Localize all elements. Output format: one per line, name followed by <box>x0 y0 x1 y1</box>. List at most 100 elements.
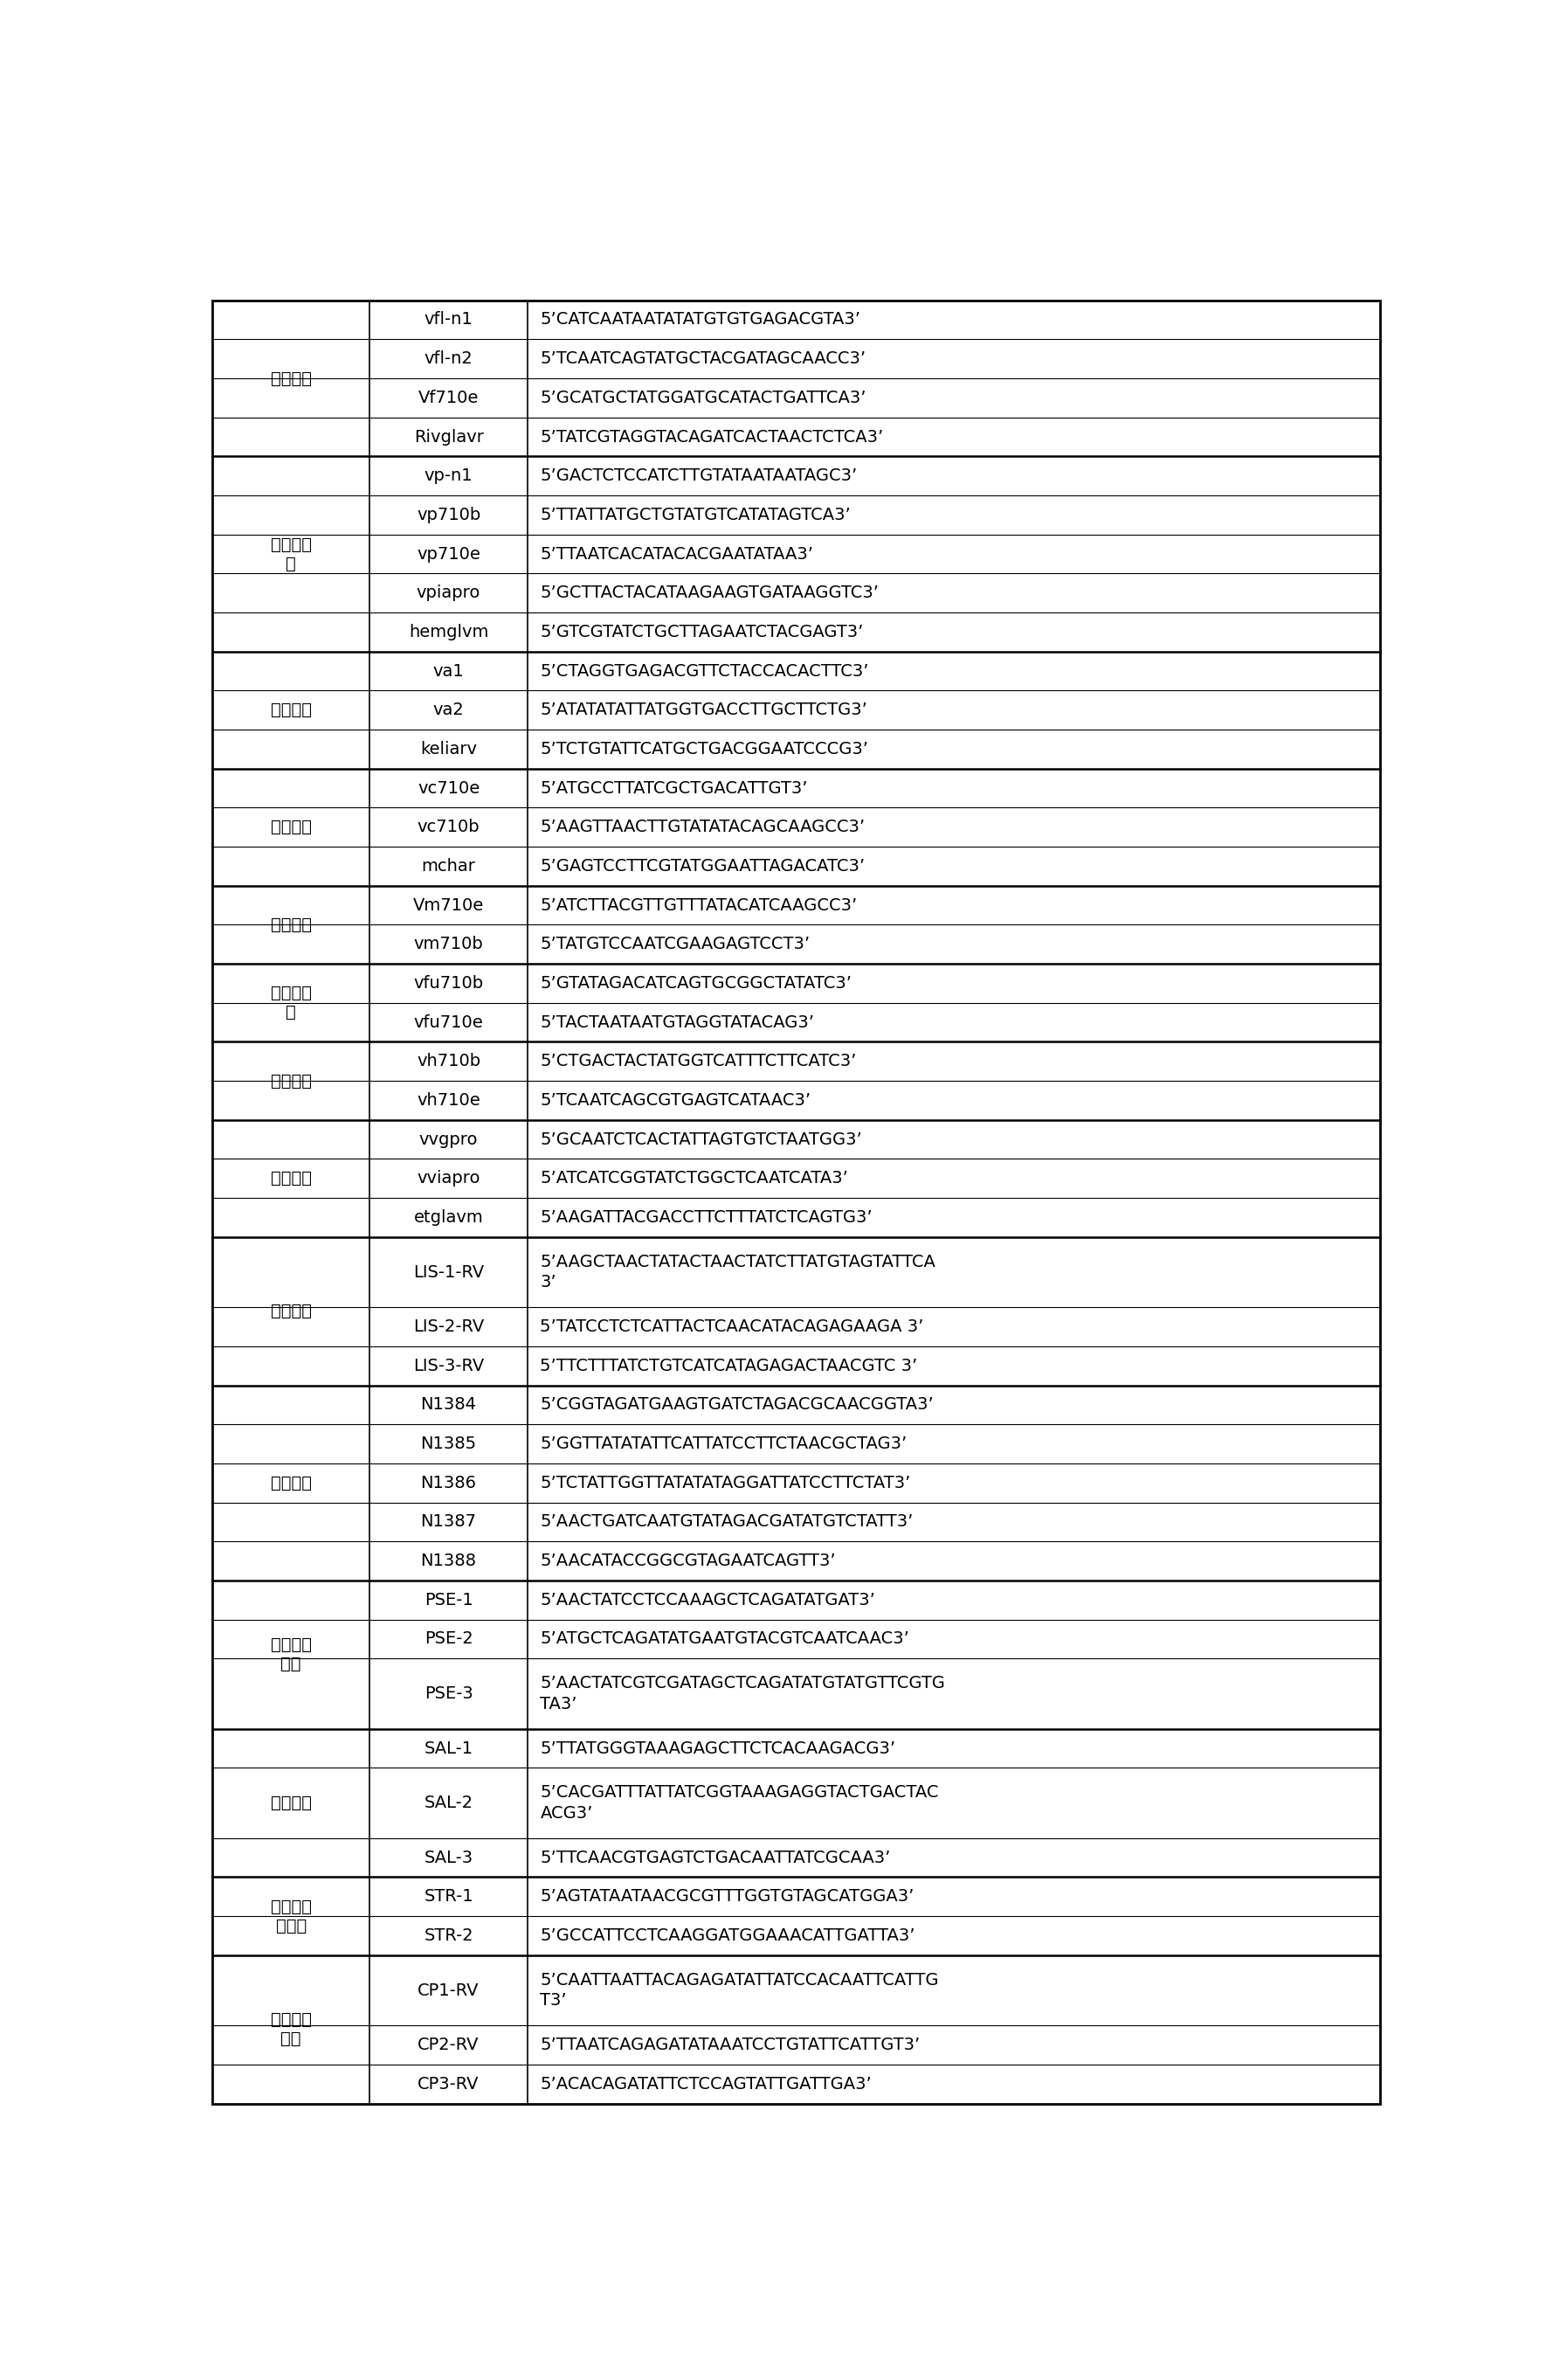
Text: CP1-RV: CP1-RV <box>418 1983 480 1999</box>
Text: vm710b: vm710b <box>413 935 483 952</box>
Text: 5’TTCTTTATCTGTCATCATAGAGACTAACGTC 3’: 5’TTCTTTATCTGTCATCATAGAGACTAACGTC 3’ <box>540 1357 918 1373</box>
Text: LIS-2-RV: LIS-2-RV <box>413 1319 485 1335</box>
Text: 哈维弧菌: 哈维弧菌 <box>270 1073 312 1090</box>
Text: LIS-1-RV: LIS-1-RV <box>413 1264 485 1280</box>
Text: 霍乱弧菌: 霍乱弧菌 <box>270 819 312 835</box>
Text: vp710e: vp710e <box>416 545 480 562</box>
Text: 溶藻弧菌: 溶藻弧菌 <box>270 702 312 719</box>
Text: 5’ATATATATTATGGTGACCTTGCTTCTG3’: 5’ATATATATTATGGTGACCTTGCTTCTG3’ <box>540 702 868 719</box>
Text: PSE-1: PSE-1 <box>424 1592 474 1609</box>
Text: 创伤弧菌: 创伤弧菌 <box>270 1171 312 1188</box>
Text: 5’ATGCCTTATCGCTGACATTGT3’: 5’ATGCCTTATCGCTGACATTGT3’ <box>540 781 808 797</box>
Text: SAL-3: SAL-3 <box>424 1849 474 1866</box>
Text: N1387: N1387 <box>421 1514 477 1530</box>
Text: 李斯特菌: 李斯特菌 <box>270 1302 312 1319</box>
Text: 5’TCAATCAGCGTGAGTCATAAC3’: 5’TCAATCAGCGTGAGTCATAAC3’ <box>540 1092 811 1109</box>
Text: 5’AACTATCGTCGATAGCTCAGATATGTATGTTCGTG
TA3’: 5’AACTATCGTCGATAGCTCAGATATGTATGTTCGTG TA… <box>540 1676 946 1711</box>
Text: keliarv: keliarv <box>421 740 477 757</box>
Text: 5’AGTATAATAACGCGTTTGGTGTAGCATGGA3’: 5’AGTATAATAACGCGTTTGGTGTAGCATGGA3’ <box>540 1887 915 1904</box>
Text: 5’CTAGGTGAGACGTTCTACCACACTTC3’: 5’CTAGGTGAGACGTTCTACCACACTTC3’ <box>540 662 870 678</box>
Text: 5’TCTGTATTCATGCTGACGGAATCCCG3’: 5’TCTGTATTCATGCTGACGGAATCCCG3’ <box>540 740 868 757</box>
Text: 弗尼斯弧
菌: 弗尼斯弧 菌 <box>270 985 312 1021</box>
Text: 拟态弧菌: 拟态弧菌 <box>270 916 312 933</box>
Text: 5’TTAATCAGAGATATAAATCCTGTATTCATTGT3’: 5’TTAATCAGAGATATAAATCCTGTATTCATTGT3’ <box>540 2037 921 2054</box>
Text: 副溶血弧
菌: 副溶血弧 菌 <box>270 536 312 571</box>
Text: 5’AACATACCGGCGTAGAATCAGTT3’: 5’AACATACCGGCGTAGAATCAGTT3’ <box>540 1552 836 1568</box>
Text: N1386: N1386 <box>421 1476 477 1492</box>
Text: 5’GCCATTCCTCAAGGATGGAAACATTGATTA3’: 5’GCCATTCCTCAAGGATGGAAACATTGATTA3’ <box>540 1928 915 1944</box>
Text: LIS-3-RV: LIS-3-RV <box>413 1357 485 1373</box>
Text: hemglvm: hemglvm <box>408 624 489 640</box>
Text: 5’AAGATTACGACCTTCTTTATCTCAGTG3’: 5’AAGATTACGACCTTCTTTATCTCAGTG3’ <box>540 1209 873 1226</box>
Text: 5’TTCAACGTGAGTCTGACAATTATCGCAA3’: 5’TTCAACGTGAGTCTGACAATTATCGCAA3’ <box>540 1849 891 1866</box>
Text: 5’ATGCTCAGATATGAATGTACGTCAATCAAC3’: 5’ATGCTCAGATATGAATGTACGTCAATCAAC3’ <box>540 1630 910 1647</box>
Text: vh710e: vh710e <box>416 1092 480 1109</box>
Text: 5’ATCTTACGTTGTTTATACATCAAGCC3’: 5’ATCTTACGTTGTTTATACATCAAGCC3’ <box>540 897 857 914</box>
Text: Vm710e: Vm710e <box>413 897 485 914</box>
Text: Rivglavr: Rivglavr <box>413 428 483 445</box>
Text: STR-2: STR-2 <box>424 1928 474 1944</box>
Text: vc710e: vc710e <box>418 781 480 797</box>
Text: vfu710b: vfu710b <box>413 976 483 992</box>
Text: mchar: mchar <box>421 857 475 873</box>
Text: CP2-RV: CP2-RV <box>418 2037 480 2054</box>
Text: 5’TCTATTGGTTATATATAGGATTATCCTTCTAT3’: 5’TCTATTGGTTATATATAGGATTATCCTTCTAT3’ <box>540 1476 912 1492</box>
Text: va2: va2 <box>433 702 464 719</box>
Text: 5’GCTTACTACATAAGAAGTGATAAGGTC3’: 5’GCTTACTACATAAGAAGTGATAAGGTC3’ <box>540 585 879 602</box>
Text: 5’TCAATCAGTATGCTACGATAGCAACC3’: 5’TCAATCAGTATGCTACGATAGCAACC3’ <box>540 350 867 367</box>
Text: 5’TTATGGGTAAAGAGCTTCTCACAAGACG3’: 5’TTATGGGTAAAGAGCTTCTCACAAGACG3’ <box>540 1740 896 1756</box>
Text: 5’CAATTAATTACAGAGATATTATCCACAATTCATTG
T3’: 5’CAATTAATTACAGAGATATTATCCACAATTCATTG T3… <box>540 1971 940 2009</box>
Text: 铜绿假单
胞菌: 铜绿假单 胞菌 <box>270 1637 312 1673</box>
Text: 5’GGTTATATATTCATTATCCTTCTAACGCTAG3’: 5’GGTTATATATTCATTATCCTTCTAACGCTAG3’ <box>540 1435 907 1452</box>
Text: STR-1: STR-1 <box>424 1887 474 1904</box>
Text: 5’TTATTATGCTGTATGTCATATAGTCA3’: 5’TTATTATGCTGTATGTCATATAGTCA3’ <box>540 507 851 524</box>
Text: vc710b: vc710b <box>418 819 480 835</box>
Text: Vf710e: Vf710e <box>418 390 478 407</box>
Text: 5’GCATGCTATGGATGCATACTGATTCA3’: 5’GCATGCTATGGATGCATACTGATTCA3’ <box>540 390 867 407</box>
Text: 5’GAGTCCTTCGTATGGAATTAGACATC3’: 5’GAGTCCTTCGTATGGAATTAGACATC3’ <box>540 857 865 873</box>
Text: vh710b: vh710b <box>416 1052 480 1069</box>
Text: 粪肠球菌: 粪肠球菌 <box>270 1476 312 1492</box>
Text: etglavm: etglavm <box>413 1209 483 1226</box>
Text: PSE-3: PSE-3 <box>424 1685 474 1702</box>
Text: 5’GTATAGACATCAGTGCGGCTATATC3’: 5’GTATAGACATCAGTGCGGCTATATC3’ <box>540 976 853 992</box>
Text: 5’ACACAGATATTCTCCAGTATTGATTGA3’: 5’ACACAGATATTCTCCAGTATTGATTGA3’ <box>540 2075 871 2092</box>
Text: va1: va1 <box>433 662 464 678</box>
Text: 5’AAGCTAACTATACTAACTATCTTATGTAGTATTCA
3’: 5’AAGCTAACTATACTAACTATCTTATGTAGTATTCA 3’ <box>540 1254 936 1290</box>
Text: 5’CGGTAGATGAAGTGATCTAGACGCAACGGTA3’: 5’CGGTAGATGAAGTGATCTAGACGCAACGGTA3’ <box>540 1397 933 1414</box>
Text: SAL-2: SAL-2 <box>424 1795 474 1811</box>
Text: vp-n1: vp-n1 <box>424 466 472 483</box>
Text: N1388: N1388 <box>421 1552 477 1568</box>
Text: CP3-RV: CP3-RV <box>418 2075 480 2092</box>
Text: 沙门氏菌: 沙门氏菌 <box>270 1795 312 1811</box>
Text: 5’GACTCTCCATCTTGTATAATAATAGC3’: 5’GACTCTCCATCTTGTATAATAATAGC3’ <box>540 466 857 483</box>
Text: vviapro: vviapro <box>416 1171 480 1188</box>
Text: SAL-1: SAL-1 <box>424 1740 474 1756</box>
Text: 产气荚膜
梭菌: 产气荚膜 梭菌 <box>270 2011 312 2047</box>
Text: 5’GCAATCTCACTATTAGTGTCTAATGG3’: 5’GCAATCTCACTATTAGTGTCTAATGG3’ <box>540 1130 862 1147</box>
Text: vfl-n2: vfl-n2 <box>424 350 474 367</box>
Text: vpiapro: vpiapro <box>416 585 480 602</box>
Text: 5’TATGTCCAATCGAAGAGTCCT3’: 5’TATGTCCAATCGAAGAGTCCT3’ <box>540 935 811 952</box>
Text: 5’GTCGTATCTGCTTAGAATCTACGAGT3’: 5’GTCGTATCTGCTTAGAATCTACGAGT3’ <box>540 624 863 640</box>
Text: 河流弧菌: 河流弧菌 <box>270 369 312 386</box>
Text: N1385: N1385 <box>421 1435 477 1452</box>
Text: vfl-n1: vfl-n1 <box>424 312 474 328</box>
Text: 5’AACTATCCTCCAAAGCTCAGATATGAT3’: 5’AACTATCCTCCAAAGCTCAGATATGAT3’ <box>540 1592 876 1609</box>
Text: vp710b: vp710b <box>416 507 480 524</box>
Text: vfu710e: vfu710e <box>413 1014 483 1031</box>
Text: vvgpro: vvgpro <box>419 1130 478 1147</box>
Text: 5’TTAATCACATACACGAATATAA3’: 5’TTAATCACATACACGAATATAA3’ <box>540 545 814 562</box>
Text: 5’TATCGTAGGTACAGATCACTAACTCTCA3’: 5’TATCGTAGGTACAGATCACTAACTCTCA3’ <box>540 428 884 445</box>
Text: 5’ATCATCGGTATCTGGCTCAATCATA3’: 5’ATCATCGGTATCTGGCTCAATCATA3’ <box>540 1171 848 1188</box>
Text: 5’CTGACTACTATGGTCATTTCTTCATC3’: 5’CTGACTACTATGGTCATTTCTTCATC3’ <box>540 1052 857 1069</box>
Text: 5’AAGTTAACTTGTATATACAGCAAGCC3’: 5’AAGTTAACTTGTATATACAGCAAGCC3’ <box>540 819 865 835</box>
Text: N1384: N1384 <box>421 1397 477 1414</box>
Text: 5’TACTAATAATGTAGGTATACAG3’: 5’TACTAATAATGTAGGTATACAG3’ <box>540 1014 814 1031</box>
Text: 5’TATCCTCTCATTACTCAACATACAGAGAAGA 3’: 5’TATCCTCTCATTACTCAACATACAGAGAAGA 3’ <box>540 1319 924 1335</box>
Text: 5’AACTGATCAATGTATAGACGATATGTCTATT3’: 5’AACTGATCAATGTATAGACGATATGTCTATT3’ <box>540 1514 913 1530</box>
Text: 5’CATCAATAATATATGTGTGAGACGTA3’: 5’CATCAATAATATATGTGTGAGACGTA3’ <box>540 312 860 328</box>
Text: 5’CACGATTTATTATCGGTAAAGAGGTACTGACTAC
ACG3’: 5’CACGATTTATTATCGGTAAAGAGGTACTGACTAC ACG… <box>540 1785 940 1821</box>
Text: PSE-2: PSE-2 <box>424 1630 474 1647</box>
Text: 金黄色葡
萄球菌: 金黄色葡 萄球菌 <box>270 1899 312 1935</box>
